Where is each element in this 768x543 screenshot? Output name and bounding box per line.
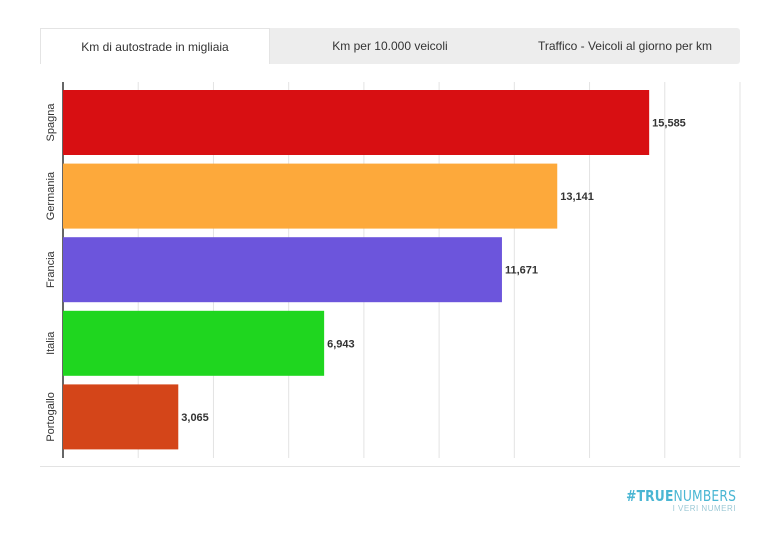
tab-traffico[interactable]: Traffico - Veicoli al giorno per km [537,39,713,53]
data-label: 3,065 [181,412,209,424]
brand-bold: TRUE [636,487,674,505]
brand-subtitle: I VERI NUMERI [672,504,736,513]
bar-italia[interactable] [63,310,325,376]
bar-germania[interactable] [63,163,558,229]
category-label: Spagna [45,103,57,142]
tab-bar: Km di autostrade in migliaia Km per 10.0… [40,28,740,64]
category-label: Portogallo [45,392,57,442]
tab-km-per-veicoli[interactable]: Km per 10.000 veicoli [332,39,448,53]
chart-divider [40,466,740,467]
bar-francia[interactable] [63,237,502,303]
data-label: 6,943 [327,338,355,350]
tab-km-autostrade[interactable]: Km di autostrade in migliaia [40,28,270,64]
bar-spagna[interactable] [63,90,650,155]
brand-hash: # [626,487,637,505]
category-label: Francia [45,250,57,288]
category-label: Italia [45,331,57,355]
bar-portogallo[interactable] [63,384,179,450]
data-label: 11,671 [505,265,538,277]
brand-light: NUMBERS [673,487,736,505]
category-label: Germania [45,171,57,220]
data-label: 13,141 [560,191,594,203]
brand-logo: #TRUENUMBERS I VERI NUMERI [602,487,736,513]
data-label: 15,585 [652,118,686,130]
